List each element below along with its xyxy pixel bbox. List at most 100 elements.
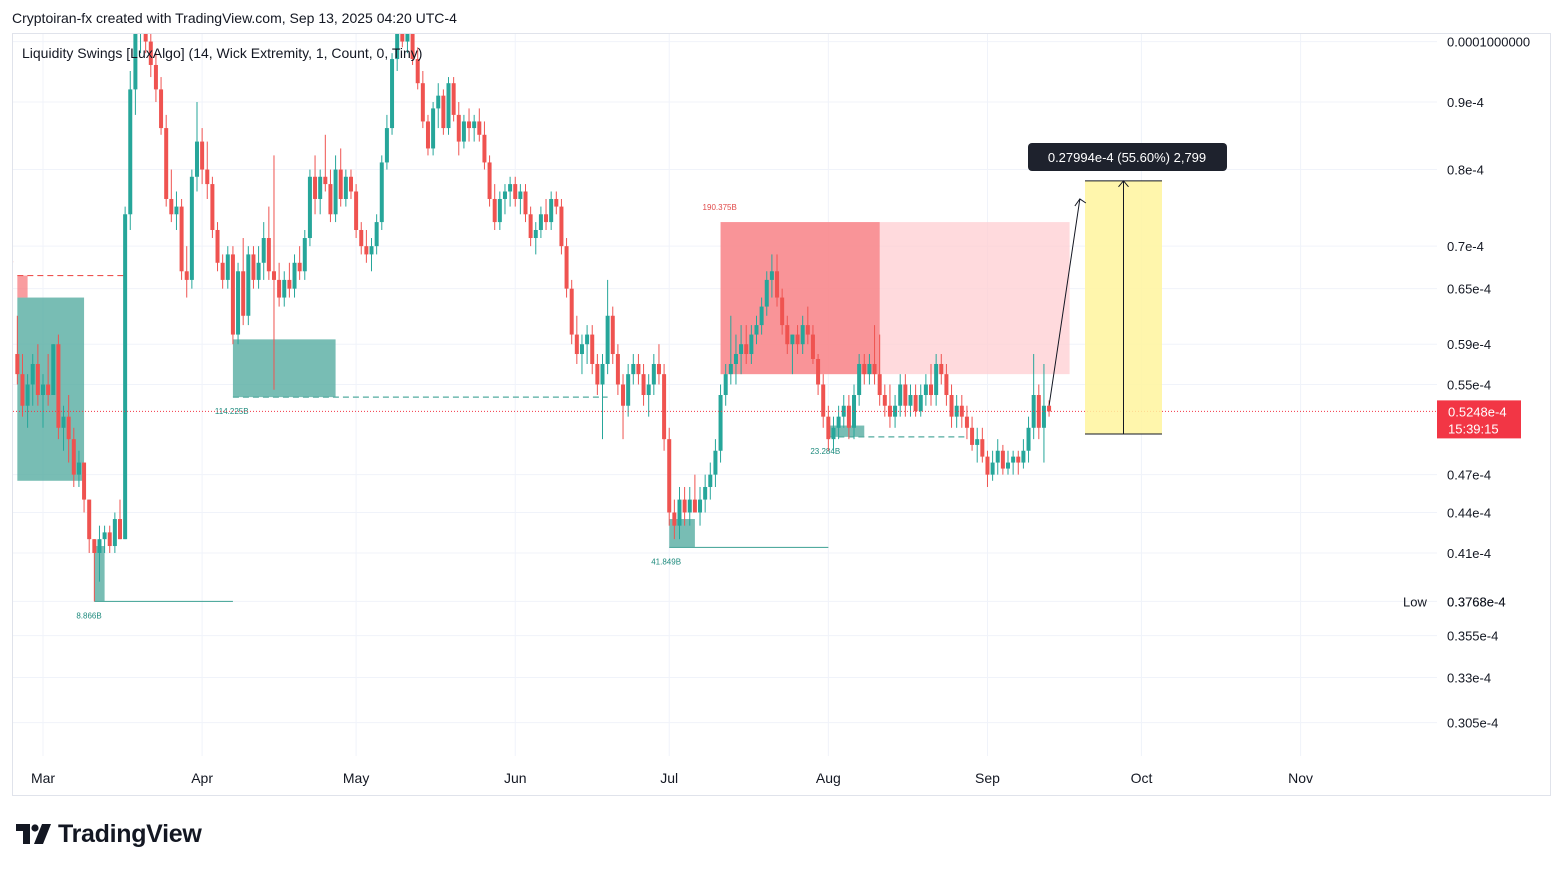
tradingview-logo[interactable]: TradingView <box>16 818 202 850</box>
projection-arrowhead <box>1118 180 1129 188</box>
candle-down <box>656 363 661 375</box>
candle-up <box>857 363 862 396</box>
candle-up <box>194 141 199 177</box>
candle-up <box>698 499 703 513</box>
candle-down <box>846 405 851 428</box>
candle-up <box>800 325 805 345</box>
candle-down <box>949 395 954 417</box>
time-tick-label: Mar <box>31 770 55 786</box>
candle-up <box>533 229 538 239</box>
candle-up <box>718 395 723 451</box>
candle-down <box>354 191 359 230</box>
candle-down <box>164 128 169 199</box>
candle-down <box>169 198 174 215</box>
tradingview-wordmark: TradingView <box>58 819 202 848</box>
candle-down <box>451 83 456 115</box>
candle-up <box>302 238 307 272</box>
candle-up <box>261 238 266 263</box>
candle-down <box>277 279 282 298</box>
candle-up <box>759 306 764 326</box>
candle-up <box>749 334 754 355</box>
candle-down <box>184 271 189 280</box>
candle-down <box>569 288 574 335</box>
candle-up <box>600 363 605 385</box>
candle-up <box>446 83 451 129</box>
candle-down <box>641 374 646 396</box>
candle-down <box>980 439 985 457</box>
candle-down <box>482 134 487 163</box>
candle-up <box>30 363 35 385</box>
candle-down <box>410 34 415 60</box>
projection-label-box <box>1028 143 1227 171</box>
candle-down <box>528 214 533 239</box>
candle-down <box>913 395 918 412</box>
candle-down <box>205 169 210 185</box>
trend-arrow-line <box>1048 198 1081 406</box>
candle-up <box>631 363 636 375</box>
candle-up <box>333 169 338 215</box>
candle-up <box>112 519 117 547</box>
candle-up <box>703 486 708 500</box>
candle-up <box>836 416 841 428</box>
candle-down <box>872 363 877 375</box>
candle-down <box>805 325 810 335</box>
candle-up <box>831 427 836 440</box>
candle-up <box>225 254 230 280</box>
candle-down <box>985 456 990 475</box>
candle-down <box>1000 450 1005 469</box>
candle-down <box>215 229 220 263</box>
support-liquidity-zone <box>828 425 865 437</box>
candle-up <box>626 374 631 406</box>
candle-up <box>728 363 733 375</box>
candle-up <box>405 34 410 42</box>
indicator-legend[interactable]: Liquidity Swings [LuxAlgo] (14, Wick Ext… <box>22 45 423 61</box>
candle-up <box>1041 405 1046 428</box>
candle-up <box>41 384 45 396</box>
current-price-badge <box>1437 400 1521 439</box>
candle-up <box>923 384 928 396</box>
time-tick-label: May <box>343 770 369 786</box>
price-tick-label: 0.3768e-4 <box>1447 594 1506 609</box>
candle-down <box>1016 456 1021 463</box>
candle-down <box>903 384 908 406</box>
time-tick-label: Sep <box>975 770 1000 786</box>
candle-down <box>415 59 420 84</box>
candle-down <box>672 512 677 526</box>
candle-down <box>15 354 20 375</box>
price-tick-label: 0.33e-4 <box>1447 670 1491 685</box>
chart-frame[interactable] <box>12 33 1551 796</box>
candle-up <box>975 439 980 445</box>
candle-down <box>816 358 821 385</box>
candle-down <box>621 384 626 406</box>
candle-up <box>538 214 543 230</box>
liquidity-volume-label: 8.866B <box>76 611 101 620</box>
candle-down <box>477 121 482 135</box>
time-tick-label: Aug <box>816 770 841 786</box>
candle-up <box>25 384 30 406</box>
candle-down <box>143 34 148 42</box>
candle-up <box>461 121 466 142</box>
candle-down <box>821 384 826 417</box>
candle-up <box>549 198 554 223</box>
support-liquidity-zone <box>232 339 336 398</box>
candle-down <box>179 206 184 272</box>
candle-up <box>384 128 389 163</box>
candle-up <box>236 271 241 335</box>
candle-down <box>420 83 425 122</box>
candle-down <box>364 246 369 255</box>
price-axis: 0.0001000000 0.9e-4 0.8e-4 0.7e-4 0.65e-4 0.5… <box>1403 35 1530 731</box>
candle-down <box>554 198 559 207</box>
candle-down <box>1047 405 1052 412</box>
candle-down <box>35 363 40 396</box>
candle-up <box>318 176 323 199</box>
candle-down <box>877 374 882 396</box>
candle-up <box>954 405 959 417</box>
candle-up <box>390 59 395 129</box>
candle-up <box>841 405 846 417</box>
liquidity-volume-label: 35B <box>0 257 14 266</box>
candle-up <box>189 176 194 280</box>
candle-down <box>559 206 564 247</box>
candle-down <box>159 89 164 129</box>
candle-up <box>292 262 297 289</box>
